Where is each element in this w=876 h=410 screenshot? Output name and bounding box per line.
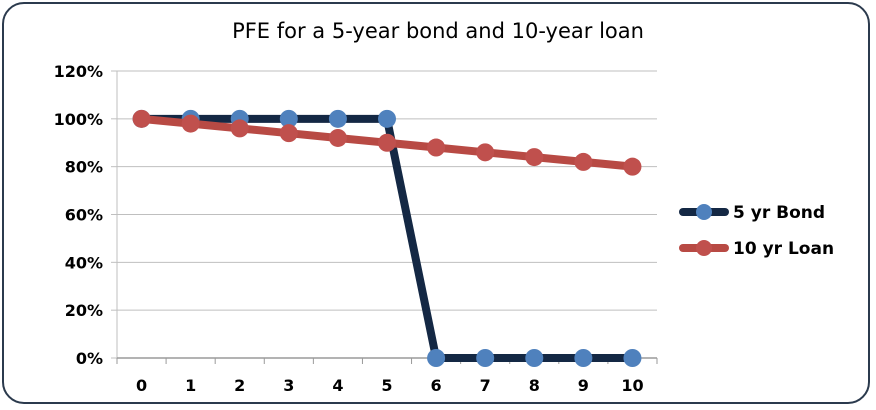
x-tick-label: 8 bbox=[529, 376, 540, 395]
data-point bbox=[181, 114, 200, 133]
legend-label: 5 yr Bond bbox=[733, 203, 825, 223]
data-point bbox=[378, 133, 396, 152]
legend-marker-1 bbox=[696, 240, 712, 256]
series-1 bbox=[132, 109, 642, 176]
data-point bbox=[427, 138, 446, 157]
x-tick-label: 4 bbox=[332, 376, 343, 395]
legend-marker-0 bbox=[696, 204, 712, 220]
legend: 5 yr Bond 10 yr Loan bbox=[679, 203, 834, 259]
y-axis-ticks: 0% 20% 40% 60% 80% 100% 120% bbox=[54, 62, 103, 368]
x-axis-ticks: 0 1 2 3 4 5 6 7 8 9 10 bbox=[116, 358, 658, 395]
x-tick-label: 3 bbox=[283, 376, 294, 395]
legend-label: 10 yr Loan bbox=[733, 239, 834, 259]
data-point bbox=[279, 124, 298, 143]
x-tick-label: 9 bbox=[578, 376, 589, 395]
data-point bbox=[427, 349, 446, 367]
x-tick-label: 0 bbox=[136, 376, 147, 395]
x-tick-label: 1 bbox=[185, 376, 196, 395]
series-group bbox=[132, 109, 642, 367]
x-tick-label: 5 bbox=[381, 376, 392, 395]
data-point bbox=[476, 349, 495, 367]
y-tick-label: 20% bbox=[65, 301, 103, 320]
y-tick-label: 40% bbox=[65, 253, 103, 272]
data-point bbox=[328, 109, 347, 128]
y-tick-label: 60% bbox=[65, 206, 103, 225]
data-point bbox=[574, 349, 593, 367]
chart-title: PFE for a 5-year bond and 10-year loan bbox=[232, 19, 644, 43]
data-point bbox=[328, 128, 347, 147]
data-point bbox=[132, 109, 151, 128]
y-tick-label: 80% bbox=[65, 158, 103, 177]
data-point bbox=[623, 157, 642, 176]
x-tick-label: 7 bbox=[480, 376, 491, 395]
data-point bbox=[525, 148, 544, 167]
x-tick-label: 10 bbox=[621, 376, 643, 395]
data-point bbox=[525, 349, 544, 367]
data-point bbox=[574, 152, 593, 171]
data-point bbox=[279, 109, 298, 128]
data-point bbox=[230, 119, 249, 138]
chart-frame bbox=[2, 2, 870, 404]
data-point bbox=[476, 143, 495, 162]
x-tick-label: 6 bbox=[431, 376, 442, 395]
x-tick-label: 2 bbox=[234, 376, 245, 395]
series-line-0 bbox=[137, 114, 637, 362]
data-point bbox=[378, 109, 396, 128]
y-tick-label: 100% bbox=[54, 110, 103, 129]
data-point bbox=[623, 349, 642, 367]
y-tick-label: 0% bbox=[76, 349, 103, 368]
y-tick-label: 120% bbox=[54, 62, 103, 81]
